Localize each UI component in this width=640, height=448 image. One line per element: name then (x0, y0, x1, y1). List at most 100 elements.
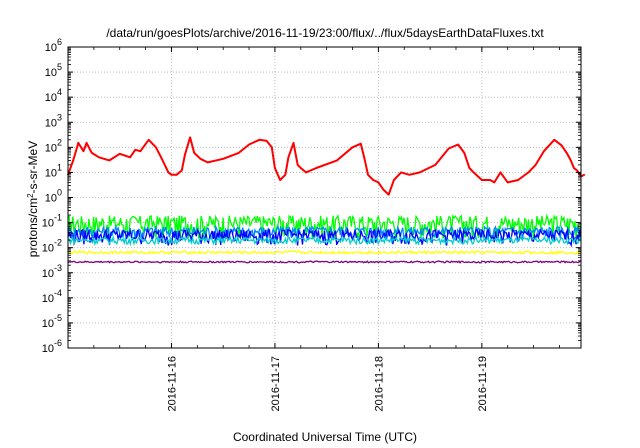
flux-data-point (351, 146, 354, 149)
chart-title: /data/run/goesPlots/archive/2016-11-19/2… (106, 26, 544, 40)
flux-data-point (457, 143, 459, 146)
x-tick-label: 2016-11-16 (166, 356, 178, 411)
x-tick-label: 2016-11-19 (477, 356, 489, 411)
y-tick-label: 10-3 (42, 263, 62, 280)
flux-data-point (237, 152, 240, 154)
flux-data-point (573, 167, 575, 169)
flux-data-point (134, 149, 137, 151)
x-tick-label: 2016-11-17 (270, 356, 282, 411)
flux-data-point (543, 150, 545, 152)
flux-data-point (419, 171, 421, 174)
flux-data-point (463, 152, 466, 154)
y-tick-label: 10-4 (42, 288, 62, 305)
flux-data-point (160, 156, 162, 159)
flux-data-point (279, 179, 281, 181)
flux-data-point (108, 159, 111, 162)
flux-data-point (189, 136, 191, 139)
flux-data-point (271, 146, 273, 149)
flux-band-line (67, 227, 582, 248)
y-axis-label: protons/cm2-s-sr-MeV (26, 141, 41, 257)
flux-data-point (408, 174, 411, 176)
flux-data-point (91, 152, 93, 154)
y-axis-label-pre: protons/cm (26, 198, 40, 257)
flux-data-point (139, 150, 142, 152)
flux-data-point (583, 174, 586, 176)
flux-series-line (67, 136, 585, 196)
flux-data-point (248, 143, 250, 146)
flux-data-point (193, 152, 195, 154)
flux-data-point (400, 171, 402, 174)
flux-data-point (506, 181, 509, 184)
y-tick-label: 10-6 (42, 338, 62, 355)
flux-data-point (472, 171, 475, 174)
flux-band-line (67, 260, 582, 264)
flux-data-point (167, 171, 170, 174)
flux-data-point (77, 142, 80, 144)
flux-data-point (553, 139, 556, 141)
y-tick-label: 100 (45, 188, 62, 205)
y-tick-label: 10-1 (42, 213, 62, 230)
flux-data-point (447, 147, 450, 150)
flux-data-point (527, 171, 530, 174)
flux-data-point (72, 159, 74, 162)
flux-data-point (184, 154, 186, 156)
flux-data-point (534, 164, 537, 166)
flux-data-point (287, 156, 290, 159)
flux-data-point (364, 159, 366, 162)
y-tick-label: 102 (45, 137, 62, 154)
flux-data-point (517, 179, 519, 181)
flux-data-point (382, 189, 385, 191)
flux-data-point (265, 140, 268, 142)
flux-data-point (85, 142, 88, 144)
flux-data-point (274, 167, 276, 169)
flux-data-point (296, 164, 299, 166)
flux-data-point (393, 179, 395, 181)
flux-data-point (129, 156, 131, 159)
flux-data-point (387, 193, 390, 196)
flux-data-point (481, 179, 483, 181)
flux-data-point (181, 169, 183, 172)
flux-data-point (98, 156, 100, 159)
flux-data-point (305, 171, 307, 174)
plot-frame (67, 46, 582, 349)
y-axis-label-sup: 2 (26, 193, 35, 198)
flux-data-point (82, 150, 85, 152)
flux-data-point (570, 159, 572, 162)
x-axis-label: Coordinated Universal Time (UTC) (233, 430, 417, 444)
flux-data-point (170, 174, 173, 176)
y-tick-label: 103 (45, 112, 62, 129)
flux-data-point (576, 169, 578, 172)
flux-band-line (67, 224, 582, 241)
flux-band-line (67, 234, 582, 247)
y-tick-label: 105 (45, 62, 62, 79)
grid-lines (68, 47, 581, 348)
y-tick-label: 101 (45, 162, 62, 179)
flux-data-point (336, 159, 338, 162)
flux-band-line (67, 249, 582, 256)
flux-data-point (300, 167, 302, 169)
y-tick-label: 10-2 (42, 238, 62, 255)
flux-data-point (489, 179, 491, 181)
flux-data-point (284, 174, 287, 176)
flux-data-point (560, 144, 563, 147)
flux-data-point (118, 153, 121, 155)
flux-data-point (499, 171, 502, 174)
flux-data-point (565, 152, 568, 154)
flux-data-point (206, 161, 209, 164)
y-axis-label-post: -s-sr-MeV (26, 141, 40, 194)
y-tick-label: 10-5 (42, 313, 62, 330)
flux-data-point (175, 174, 178, 176)
y-tick-label: 106 (45, 37, 62, 54)
x-tick-label: 2016-11-18 (373, 356, 385, 411)
flux-data-point (367, 174, 369, 176)
flux-data-point (199, 158, 202, 160)
flux-data-point (315, 167, 318, 169)
flux-data-point (493, 181, 496, 184)
y-tick-label: 104 (45, 87, 62, 104)
flux-data-point (147, 139, 150, 141)
flux-band-line (67, 213, 582, 240)
flux-data-point (155, 146, 157, 149)
flux-data-point (377, 181, 380, 184)
flux-data-point (372, 179, 375, 181)
